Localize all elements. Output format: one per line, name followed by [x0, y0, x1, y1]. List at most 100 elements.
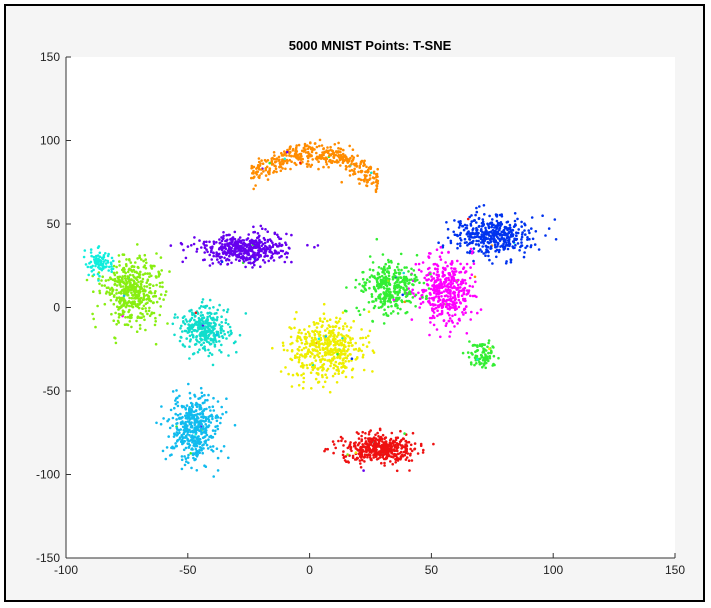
scatter-point: [83, 249, 87, 252]
scatter-point: [291, 341, 294, 345]
scatter-point: [258, 239, 261, 242]
scatter-point: [196, 439, 199, 443]
scatter-point: [181, 415, 184, 419]
scatter-point: [179, 422, 183, 426]
scatter-point: [226, 243, 229, 247]
scatter-point: [310, 339, 314, 343]
scatter-point: [328, 154, 331, 157]
scatter-point: [268, 170, 271, 174]
scatter-point: [99, 259, 103, 263]
scatter-point: [226, 262, 230, 266]
scatter-point: [375, 278, 378, 281]
scatter-point: [398, 443, 402, 446]
scatter-point: [304, 346, 308, 349]
scatter-point: [90, 254, 93, 258]
scatter-point: [201, 413, 205, 416]
scatter-point: [90, 270, 94, 273]
scatter-point: [417, 268, 421, 272]
scatter-point: [258, 234, 261, 238]
scatter-point: [357, 437, 361, 440]
scatter-point: [388, 266, 392, 270]
scatter-point: [498, 237, 501, 241]
scatter-point: [530, 216, 534, 219]
scatter-point: [159, 256, 163, 259]
scatter-point: [338, 339, 342, 342]
scatter-point: [161, 449, 165, 453]
scatter-point: [101, 275, 104, 279]
scatter-point: [196, 350, 200, 354]
scatter-point: [238, 236, 242, 239]
scatter-point: [242, 260, 246, 263]
scatter-point: [373, 288, 377, 291]
scatter-point: [116, 280, 119, 284]
scatter-point: [494, 232, 498, 235]
scatter-point: [370, 451, 373, 454]
scatter-point: [281, 167, 284, 170]
scatter-point: [141, 312, 144, 316]
scatter-point: [202, 443, 205, 446]
scatter-point: [394, 436, 398, 440]
scatter-point: [285, 158, 289, 162]
scatter-point: [202, 436, 206, 439]
scatter-point: [481, 238, 484, 242]
scatter-point: [402, 286, 405, 290]
scatter-point: [459, 231, 463, 235]
scatter-point: [491, 364, 495, 367]
scatter-point: [407, 282, 410, 285]
scatter-point: [220, 248, 224, 251]
scatter-point: [299, 161, 302, 164]
scatter-point: [457, 220, 461, 224]
scatter-point: [422, 448, 425, 452]
scatter-point: [323, 353, 327, 357]
scatter-point: [494, 213, 498, 216]
scatter-point: [238, 259, 241, 263]
scatter-point: [317, 337, 321, 341]
scatter-point: [324, 335, 328, 338]
scatter-point: [482, 223, 486, 226]
scatter-point: [327, 353, 331, 356]
scatter-point: [264, 168, 268, 172]
scatter-point: [483, 358, 486, 362]
scatter-point: [298, 337, 302, 340]
scatter-point: [177, 428, 181, 432]
scatter-point: [366, 278, 369, 282]
scatter-point: [211, 445, 215, 448]
scatter-point: [136, 315, 140, 319]
scatter-point: [182, 432, 186, 436]
scatter-point: [484, 254, 487, 257]
scatter-point: [475, 295, 478, 299]
scatter-point: [463, 279, 467, 282]
scatter-point: [445, 277, 448, 280]
scatter-point: [187, 453, 190, 457]
scatter-point: [432, 272, 436, 275]
x-tick-label: 100: [543, 563, 563, 577]
scatter-point: [376, 451, 380, 455]
scatter-point: [254, 184, 257, 187]
scatter-point: [184, 420, 187, 424]
scatter-point: [376, 431, 379, 435]
scatter-point: [263, 238, 267, 242]
scatter-point: [180, 455, 184, 458]
scatter-point: [342, 148, 345, 152]
scatter-point: [347, 359, 351, 363]
scatter-point: [447, 251, 450, 254]
scatter-point: [470, 351, 473, 355]
scatter-point: [376, 175, 379, 178]
scatter-point: [345, 356, 349, 360]
scatter-point: [457, 226, 461, 229]
scatter-point: [118, 264, 121, 267]
scatter-point: [332, 355, 336, 359]
scatter-point: [133, 302, 136, 306]
scatter-point: [442, 319, 446, 323]
scatter-point: [349, 441, 352, 444]
scatter-point: [113, 294, 116, 297]
scatter-point: [264, 228, 267, 231]
scatter-point: [127, 268, 131, 272]
scatter-point: [441, 285, 445, 289]
scatter-point: [354, 286, 357, 289]
scatter-point: [186, 327, 190, 330]
scatter-point: [185, 404, 189, 407]
scatter-point: [108, 288, 112, 291]
scatter-point: [437, 241, 440, 244]
scatter-point: [229, 329, 233, 333]
